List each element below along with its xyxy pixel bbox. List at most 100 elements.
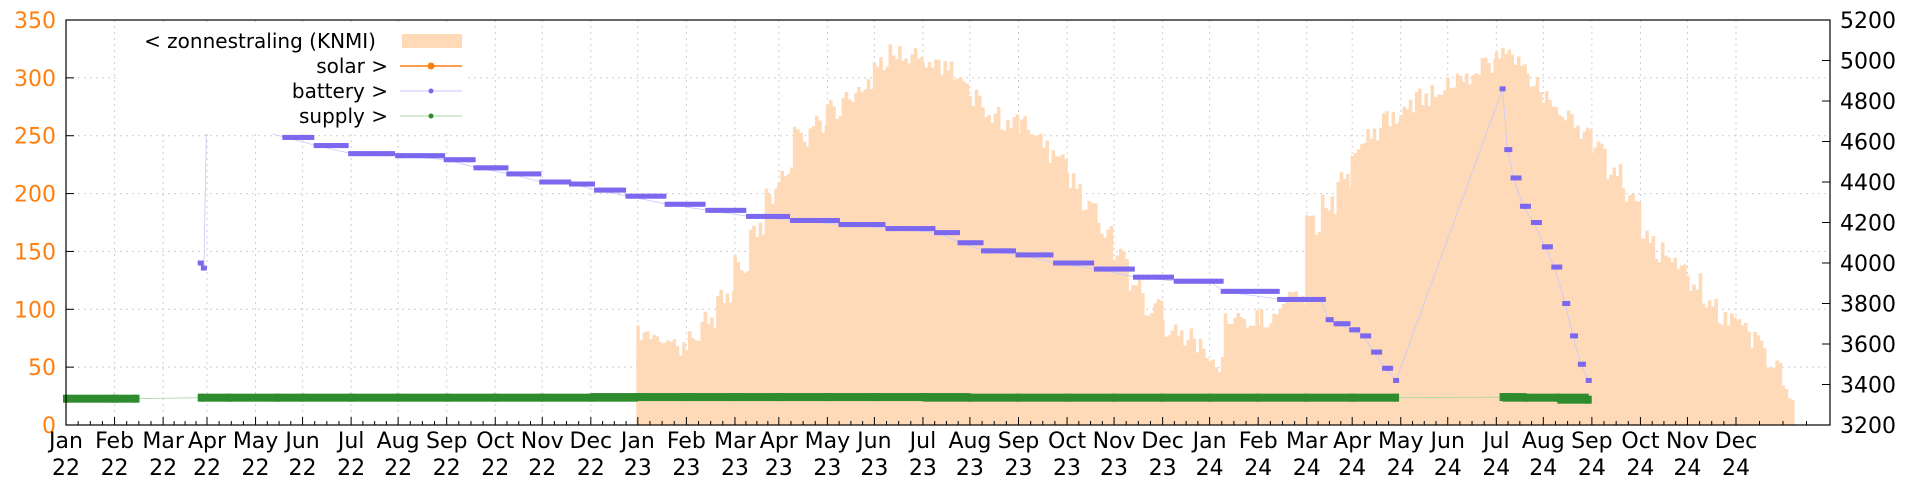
- battery-point-fill: [1169, 274, 1174, 280]
- zonnestraling-bar: [1560, 116, 1565, 425]
- battery-point-fill: [854, 222, 859, 228]
- supply-band: [969, 393, 1019, 402]
- battery-point-fill: [462, 157, 467, 163]
- battery-point-fill: [724, 207, 729, 213]
- zonnestraling-bar: [866, 79, 871, 425]
- battery-point-fill: [1581, 361, 1586, 367]
- zonnestraling-bar: [1272, 313, 1276, 425]
- battery-point-fill: [531, 171, 536, 177]
- supply-band: [228, 393, 278, 402]
- battery-point-fill: [1075, 260, 1080, 266]
- legend-label-battery: battery >: [292, 79, 388, 103]
- battery-point-fill: [994, 248, 999, 254]
- zonnestraling-bar: [649, 339, 653, 425]
- battery-point-fill: [411, 153, 416, 159]
- tick-label-left: 250: [14, 125, 56, 150]
- battery-point-fill: [1072, 260, 1077, 266]
- zonnestraling-bar: [1698, 273, 1703, 425]
- zonnestraling-bar: [1336, 181, 1341, 425]
- supply-band: [398, 393, 447, 402]
- battery-point-fill: [796, 217, 801, 223]
- zonnestraling-bar: [1490, 72, 1494, 426]
- zonnestraling-bar: [1657, 262, 1662, 425]
- zonnestraling-bar: [974, 89, 979, 426]
- zonnestraling-bar: [1465, 73, 1469, 425]
- battery-point-fill: [1100, 266, 1105, 272]
- tick-label-x-month: Oct: [1048, 429, 1086, 454]
- zonnestraling-bar: [1596, 141, 1601, 425]
- battery-point-fill: [742, 207, 747, 213]
- battery-point-fill: [1558, 264, 1563, 270]
- zonnestraling-bar: [710, 317, 714, 425]
- battery-point: [1393, 377, 1400, 383]
- zonnestraling-bar: [764, 188, 769, 425]
- battery-point-fill: [1227, 288, 1232, 294]
- battery-point-fill: [1139, 274, 1144, 280]
- battery-point-fill: [588, 181, 593, 187]
- battery-point-fill: [780, 213, 785, 219]
- battery-point-fill: [922, 226, 927, 232]
- tick-label-left: 300: [14, 67, 56, 92]
- battery-point-fill: [613, 187, 618, 193]
- zonnestraling-bar: [1342, 179, 1347, 425]
- zonnestraling-bar: [1638, 238, 1643, 425]
- zonnestraling-bar: [1424, 93, 1429, 425]
- battery-point-fill: [1534, 220, 1539, 225]
- zonnestraling-bar: [666, 340, 670, 425]
- battery-point-fill: [546, 179, 551, 185]
- battery-point-fill: [1236, 288, 1241, 294]
- tick-label-x-year: 24: [1387, 456, 1415, 480]
- tick-label-x-month: Apr: [1333, 429, 1372, 454]
- zonnestraling-bar: [1164, 336, 1168, 425]
- zonnestraling-bar: [1648, 242, 1653, 425]
- zonnestraling-bar: [1131, 285, 1135, 425]
- supply-point: [1393, 393, 1400, 402]
- zonnestraling-bar: [1740, 325, 1745, 425]
- battery-point-fill: [1127, 266, 1132, 272]
- supply-band: [1526, 393, 1558, 402]
- battery-point-fill: [1523, 203, 1528, 209]
- zonnestraling-bar: [1208, 361, 1212, 425]
- battery-point: [1382, 365, 1389, 371]
- battery-point-fill: [1025, 252, 1030, 258]
- zonnestraling-bar: [697, 340, 702, 425]
- battery-point-fill: [1251, 288, 1256, 294]
- zonnestraling-bar: [1230, 323, 1234, 425]
- battery-point-fill: [423, 153, 428, 159]
- zonnestraling-bar: [1071, 173, 1076, 425]
- zonnestraling-bar: [1402, 106, 1406, 425]
- battery-point-fill: [516, 171, 521, 177]
- zonnestraling-bar: [694, 340, 699, 425]
- zonnestraling-bar: [1618, 163, 1623, 426]
- zonnestraling-bar: [655, 336, 660, 425]
- battery-point-fill: [367, 151, 372, 157]
- battery-point-fill: [1040, 252, 1045, 258]
- battery-point: [348, 151, 355, 157]
- battery-point-fill: [1537, 220, 1542, 225]
- battery-point-fill: [680, 201, 685, 207]
- zonnestraling-bar: [879, 57, 883, 426]
- supply-band: [1258, 393, 1307, 402]
- battery-point-fill: [1353, 327, 1358, 333]
- battery-point-fill: [721, 207, 726, 213]
- battery-point-fill: [402, 153, 407, 159]
- battery-point-fill: [762, 213, 767, 219]
- battery-point: [1551, 264, 1558, 270]
- battery-point: [746, 213, 753, 219]
- zonnestraling-bar: [959, 77, 963, 426]
- battery-point-fill: [895, 226, 900, 232]
- battery-point-fill: [591, 181, 596, 187]
- battery-point-fill: [967, 240, 972, 246]
- tick-label-right: 3600: [1840, 333, 1896, 358]
- zonnestraling-bar: [1297, 301, 1302, 425]
- tick-label-right: 4600: [1840, 131, 1896, 156]
- battery-point-fill: [1090, 260, 1095, 266]
- zonnestraling-bar: [1446, 77, 1450, 425]
- battery-point: [1371, 349, 1378, 355]
- battery-point-fill: [510, 171, 515, 177]
- zonnestraling-bar: [1002, 130, 1007, 425]
- battery-point-fill: [851, 222, 856, 228]
- battery-point-fill: [857, 222, 862, 228]
- battery-point-fill: [656, 193, 661, 199]
